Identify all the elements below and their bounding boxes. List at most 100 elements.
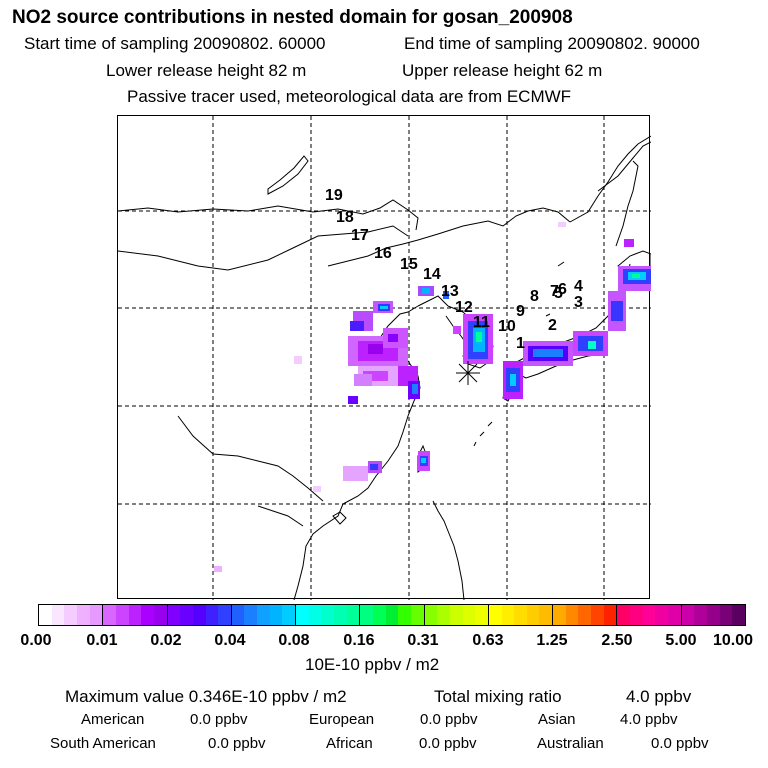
colorbar-swatch [449,605,463,625]
colorbar-segment [553,605,618,625]
colorbar-swatch [668,605,681,625]
trajectory-label: 3 [574,294,583,311]
colorbar-swatch [617,605,631,625]
colorbar-swatch [410,605,424,625]
colorbar-swatch [526,605,540,625]
trajectory-label: 18 [336,209,354,226]
colorbar-tick-label: 0.63 [472,632,504,649]
region-value-european: 0.0 ppbv [420,711,478,728]
region-value-asian: 4.0 ppbv [620,711,678,728]
concentration-field [214,222,651,572]
colorbar-segment [167,605,232,625]
colorbar-swatch [218,605,231,625]
colorbar-swatch [565,605,579,625]
colorbar-swatch [39,605,52,625]
region-name-australian: Australian [537,735,604,752]
trajectory-label: 15 [400,256,418,273]
colorbar-swatch [51,605,65,625]
colorbar-tick-label: 1.25 [536,632,568,649]
region-value-african: 0.0 ppbv [419,735,477,752]
colorbar-swatch [514,605,527,625]
colorbar-tick-label: 0.02 [150,632,182,649]
colorbar-swatch [462,605,476,625]
colorbar-segment [681,605,745,625]
region-name-american: American [81,711,145,728]
colorbar-swatch [64,605,77,625]
colorbar-swatch [437,605,450,625]
trajectory-label: 19 [325,187,343,204]
trajectory-label: 16 [374,245,392,262]
colorbar-tick-label: 0.00 [20,632,52,649]
colorbar-segment [231,605,297,625]
colorbar-tick-label: 0.08 [278,632,310,649]
colorbar-units: 10E-10 ppbv / m2 [305,655,440,674]
plot-title: NO2 source contributions in nested domai… [12,7,573,28]
colorbar-segment [360,605,425,625]
colorbar-swatch [603,605,617,625]
colorbar-swatch [153,605,167,625]
colorbar-tick-label: 10.00 [712,632,754,649]
colorbar-tick-label: 0.04 [214,632,246,649]
colorbar-swatch [591,605,604,625]
colorbar-segment [488,605,554,625]
region-value-australian: 0.0 ppbv [651,735,709,752]
colorbar-swatch [488,605,502,625]
start-time: Start time of sampling 20090802. 60000 [24,34,326,53]
trajectory-label: 11 [473,314,490,331]
trajectory-label: 17 [351,227,369,244]
trajectory-label: 1 [516,335,525,352]
colorbar-swatch [180,605,193,625]
colorbar-swatch [719,605,733,625]
trajectory-label: 14 [423,266,441,283]
trajectory-label: 9 [516,303,525,320]
colorbar-segment [617,605,682,625]
colorbar-swatch [167,605,181,625]
colorbar-tick-label: 0.16 [343,632,375,649]
colorbar-swatch [321,605,335,625]
colorbar-swatch [115,605,129,625]
colorbar-swatch [630,605,643,625]
colorbar-swatch [501,605,515,625]
colorbar-swatch [308,605,322,625]
colorbar-swatch [694,605,707,625]
colorbar-swatch [655,605,669,625]
trajectory-label: 2 [548,317,557,334]
colorbar-swatch [334,605,347,625]
colorbar-swatch [346,605,360,625]
map-panel: 1 2 3 4 5 6 7 8 9 10 11 12 13 14 15 16 1… [117,115,651,600]
colorbar-swatch [732,605,745,625]
colorbar-swatch [89,605,103,625]
colorbar-swatch [244,605,258,625]
colorbar-swatch [76,605,90,625]
colorbar-segment [39,605,104,625]
colorbar-tick-label: 5.00 [665,632,697,649]
total-mixing-label: Total mixing ratio [434,687,562,706]
colorbar-swatch [372,605,386,625]
trajectory-label: 5 [554,285,563,302]
region-value-american: 0.0 ppbv [190,711,248,728]
trajectory-label: 13 [441,283,459,300]
end-time: End time of sampling 20090802. 90000 [404,34,700,53]
colorbar-tick-label: 0.01 [86,632,118,649]
asterisk-icon [456,361,480,385]
colorbar-swatch [553,605,566,625]
colorbar-swatch [257,605,270,625]
color-scale-bar [38,604,746,626]
colorbar-swatch [385,605,399,625]
colorbar-tick-label: 2.50 [601,632,633,649]
trajectory-label: 10 [498,318,516,335]
colorbar-swatch [231,605,245,625]
colorbar-swatch [578,605,592,625]
trajectory-label: 8 [530,288,539,305]
colorbar-swatch [360,605,373,625]
trajectory-label: 4 [574,278,583,295]
colorbar-swatch [296,605,309,625]
colorbar-swatch [681,605,695,625]
colorbar-tick-label: 0.31 [407,632,439,649]
colorbar-swatch [103,605,116,625]
tracer-note: Passive tracer used, meteorological data… [127,87,572,106]
colorbar-swatch [141,605,154,625]
colorbar-swatch [398,605,411,625]
colorbar-swatch [205,605,219,625]
map-canvas: 1 2 3 4 5 6 7 8 9 10 11 12 13 14 15 16 1… [118,116,651,600]
